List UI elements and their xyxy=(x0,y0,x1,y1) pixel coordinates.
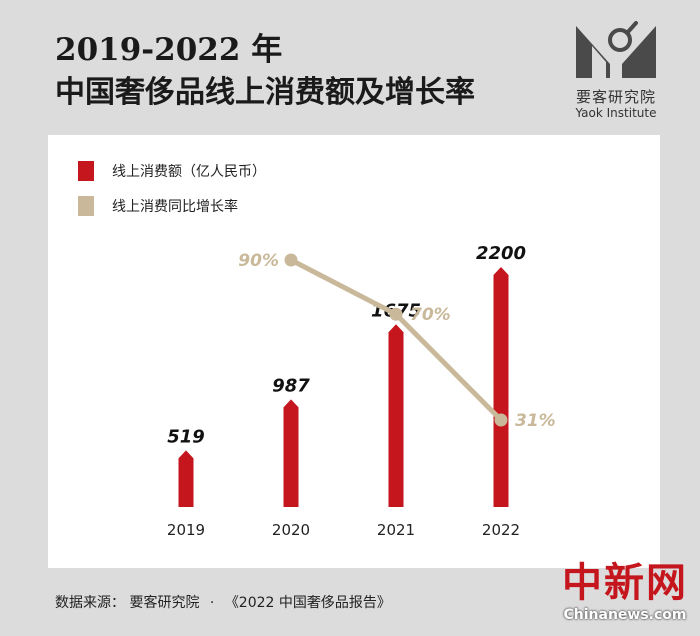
bar-2021 xyxy=(388,324,404,507)
growth-point-2022 xyxy=(494,413,508,427)
growth-label-2020: 90% xyxy=(238,251,279,271)
source-separator: · xyxy=(209,595,215,611)
bar-2019 xyxy=(178,450,194,507)
bar-value-label-2019: 519 xyxy=(167,426,205,447)
logo-text-en: Yaok Institute xyxy=(575,106,657,120)
yaok-logo-icon xyxy=(576,21,656,78)
legend-swatch-line xyxy=(78,196,94,216)
legend: 线上消费额（亿人民币） 线上消费同比增长率 xyxy=(78,161,266,231)
source-note: 数据来源： 要客研究院 · 《2022 中国奢侈品报告》 xyxy=(55,592,391,612)
combo-chart: 51920199872020167520212200202290%70%31% xyxy=(167,243,556,539)
chart-panel: 51920199872020167520212200202290%70%31% … xyxy=(48,135,660,568)
bar-value-label-2022: 2200 xyxy=(476,243,526,264)
title-block: 2019-2022 年 中国奢侈品线上消费额及增长率 xyxy=(55,30,475,116)
source-org: 要客研究院 xyxy=(129,595,200,611)
bar-2022 xyxy=(493,267,509,507)
x-tick-label-2021: 2021 xyxy=(377,521,415,539)
growth-label-2021: 70% xyxy=(410,305,451,325)
x-tick-label-2022: 2022 xyxy=(482,521,520,539)
bar-2020 xyxy=(283,399,299,507)
logo-text-cn: 要客研究院 xyxy=(575,88,656,106)
chart-title: 中国奢侈品线上消费额及增长率 xyxy=(55,75,475,110)
chart-title-year: 2019-2022 年 xyxy=(55,32,283,68)
legend-item-amount: 线上消费额（亿人民币） xyxy=(78,161,266,181)
source-report: 《2022 中国奢侈品报告》 xyxy=(224,595,391,611)
bar-value-label-2020: 987 xyxy=(272,375,310,396)
growth-point-2020 xyxy=(284,253,298,267)
yaok-logo: 要客研究院 Yaok Institute xyxy=(566,16,666,120)
watermark-cn: 中新网 xyxy=(562,559,688,606)
x-tick-label-2020: 2020 xyxy=(272,521,310,539)
growth-label-2022: 31% xyxy=(515,411,556,431)
x-tick-label-2019: 2019 xyxy=(167,521,205,539)
growth-point-2021 xyxy=(389,307,403,321)
legend-swatch-bar xyxy=(78,161,94,181)
legend-item-rate: 线上消费同比增长率 xyxy=(78,196,266,216)
legend-label-amount: 线上消费额（亿人民币） xyxy=(112,164,266,180)
watermark-en: Chinanews.com xyxy=(563,607,687,623)
source-label: 数据来源： xyxy=(55,595,125,611)
legend-label-rate: 线上消费同比增长率 xyxy=(112,199,238,215)
chinanews-watermark: 中新网 Chinanews.com xyxy=(560,560,690,624)
